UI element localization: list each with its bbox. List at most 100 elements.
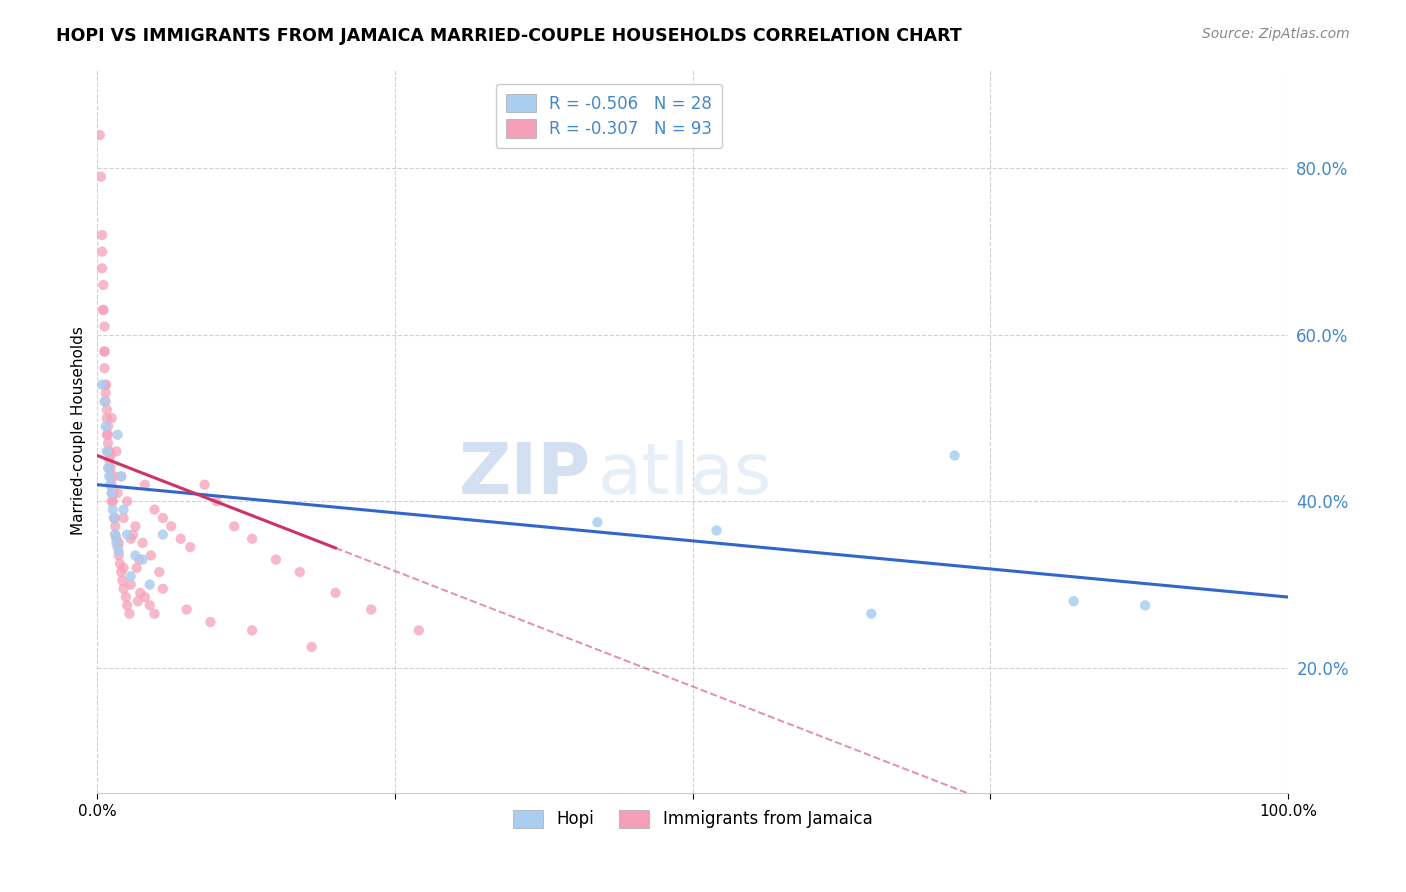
Point <box>301 640 323 654</box>
Point <box>112 502 135 516</box>
Point <box>91 261 114 276</box>
Point <box>107 549 129 563</box>
Point <box>97 419 120 434</box>
Point <box>152 582 174 596</box>
Point <box>200 615 222 629</box>
Point <box>100 411 122 425</box>
Point <box>860 607 883 621</box>
Point <box>111 574 134 588</box>
Point <box>105 536 128 550</box>
Point <box>98 469 121 483</box>
Point <box>98 461 121 475</box>
Legend: Hopi, Immigrants from Jamaica: Hopi, Immigrants from Jamaica <box>506 803 879 835</box>
Point <box>224 519 246 533</box>
Point <box>94 377 117 392</box>
Point <box>105 532 128 546</box>
Point <box>205 494 228 508</box>
Point <box>93 394 115 409</box>
Point <box>101 486 124 500</box>
Point <box>94 377 117 392</box>
Point <box>115 599 138 613</box>
Point <box>100 477 122 491</box>
Point <box>89 128 111 142</box>
Point <box>101 494 124 508</box>
Y-axis label: Married-couple Households: Married-couple Households <box>72 326 86 535</box>
Text: ZIP: ZIP <box>460 440 592 508</box>
Point <box>131 536 153 550</box>
Point <box>112 582 135 596</box>
Point <box>93 361 115 376</box>
Point <box>110 469 132 483</box>
Point <box>97 461 120 475</box>
Point <box>176 602 198 616</box>
Point <box>100 477 122 491</box>
Point <box>103 511 125 525</box>
Point <box>94 386 117 401</box>
Point <box>93 319 115 334</box>
Point <box>103 511 125 525</box>
Point <box>193 477 215 491</box>
Point <box>108 557 131 571</box>
Point <box>112 561 135 575</box>
Point <box>107 536 129 550</box>
Text: atlas: atlas <box>598 440 772 508</box>
Point <box>91 227 114 242</box>
Point <box>93 344 115 359</box>
Point <box>152 511 174 525</box>
Point <box>107 544 129 558</box>
Point <box>91 302 114 317</box>
Point <box>288 565 311 579</box>
Point <box>91 277 114 292</box>
Point <box>103 469 125 483</box>
Point <box>93 344 115 359</box>
Point <box>360 602 382 616</box>
Point <box>128 552 150 566</box>
Point <box>408 624 430 638</box>
Point <box>107 540 129 554</box>
Point <box>96 444 118 458</box>
Point <box>125 561 148 575</box>
Point <box>120 577 142 591</box>
Point <box>91 244 114 259</box>
Point <box>110 565 132 579</box>
Point <box>100 486 122 500</box>
Point <box>101 502 124 516</box>
Point <box>139 577 162 591</box>
Point <box>97 444 120 458</box>
Point <box>124 549 146 563</box>
Point <box>110 469 132 483</box>
Text: Source: ZipAtlas.com: Source: ZipAtlas.com <box>1202 27 1350 41</box>
Point <box>100 469 122 483</box>
Point <box>107 427 129 442</box>
Point <box>124 519 146 533</box>
Point <box>104 527 127 541</box>
Text: HOPI VS IMMIGRANTS FROM JAMAICA MARRIED-COUPLE HOUSEHOLDS CORRELATION CHART: HOPI VS IMMIGRANTS FROM JAMAICA MARRIED-… <box>56 27 962 45</box>
Point <box>107 486 129 500</box>
Point <box>96 427 118 442</box>
Point <box>90 169 112 184</box>
Point <box>115 590 138 604</box>
Point <box>97 427 120 442</box>
Point <box>152 527 174 541</box>
Point <box>100 461 122 475</box>
Point <box>100 449 122 463</box>
Point <box>240 624 263 638</box>
Point <box>148 565 170 579</box>
Point <box>139 549 162 563</box>
Point <box>115 527 138 541</box>
Point <box>104 527 127 541</box>
Point <box>160 519 183 533</box>
Point <box>586 515 609 529</box>
Point <box>112 511 135 525</box>
Point <box>91 377 114 392</box>
Point <box>97 436 120 450</box>
Point <box>134 590 156 604</box>
Point <box>104 519 127 533</box>
Point <box>100 486 122 500</box>
Point <box>1133 599 1156 613</box>
Point <box>115 494 138 508</box>
Point <box>134 477 156 491</box>
Point <box>325 586 347 600</box>
Point <box>96 411 118 425</box>
Point <box>100 477 122 491</box>
